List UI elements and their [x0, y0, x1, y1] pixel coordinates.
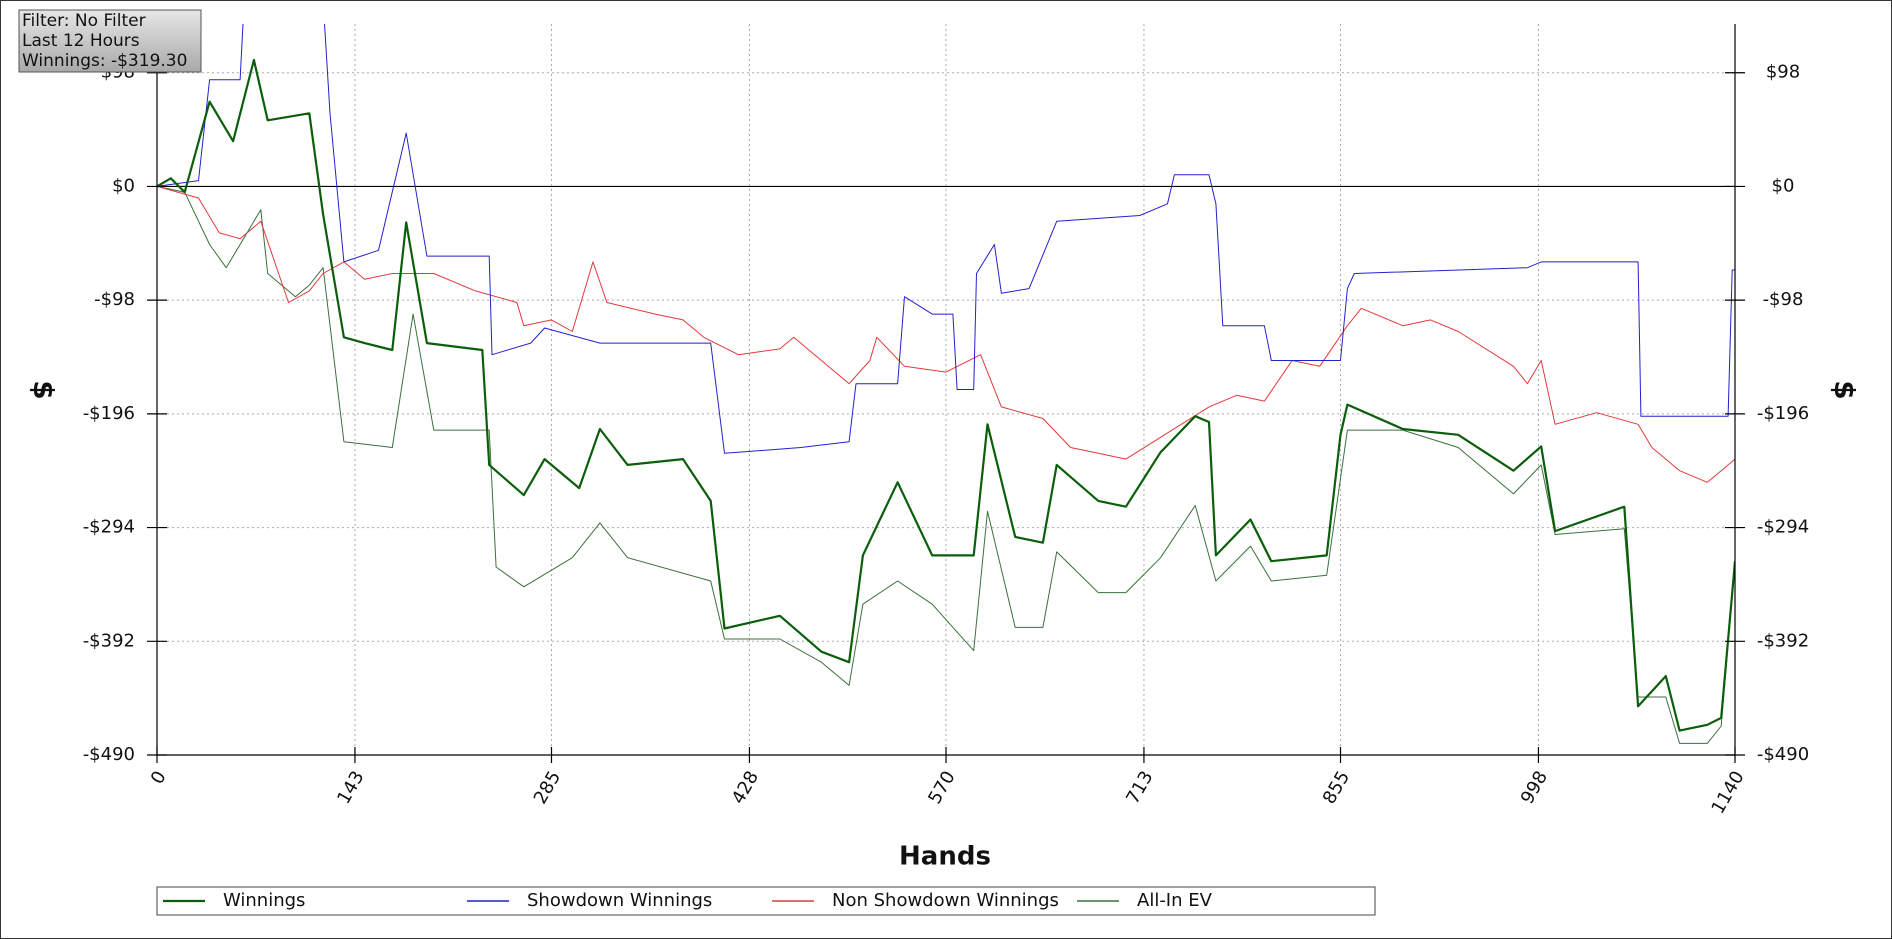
series-line	[157, 185, 1735, 483]
info-text: Last 12 Hours	[22, 31, 140, 51]
legend-label: Non Showdown Winnings	[832, 890, 1059, 911]
legend-label: All-In EV	[1137, 890, 1213, 911]
legend-label: Winnings	[223, 890, 305, 911]
x-tick-label: 570	[924, 768, 959, 808]
grid	[157, 24, 1735, 756]
x-axis-label: Hands	[899, 842, 991, 872]
y2-tick-label: -$294	[1757, 517, 1809, 538]
x-tick-label: 713	[1122, 768, 1157, 808]
y-tick-label: -$294	[83, 517, 135, 538]
y2-tick-label: $0	[1772, 175, 1795, 196]
legend-label: Showdown Winnings	[527, 890, 712, 911]
x-tick-label: 428	[728, 768, 763, 808]
x-tick-label: 285	[530, 768, 565, 808]
x-tick-label: 0	[147, 768, 171, 788]
info-text: Filter: No Filter	[22, 11, 146, 31]
y2-tick-label: $98	[1766, 62, 1800, 83]
y-tick-label: -$392	[83, 630, 135, 651]
y2-tick-label: -$98	[1763, 289, 1804, 310]
info-text: Winnings: -$319.30	[22, 51, 187, 71]
y-tick-label: $0	[112, 175, 135, 196]
x-tick-label: 143	[333, 768, 368, 808]
series-line	[157, 58, 1735, 732]
y-tick-label: -$490	[83, 744, 135, 765]
y-tick-label: -$196	[83, 403, 135, 424]
legend: Winnings Showdown Winnings Non Showdown Wi…	[163, 890, 1213, 911]
legend-box	[156, 886, 1376, 916]
y2-tick-label: -$196	[1757, 403, 1809, 424]
x-tick-label: 1140	[1708, 768, 1749, 818]
series-line	[157, 24, 1735, 454]
y2-tick-label: -$490	[1757, 744, 1809, 765]
y-axis-label: $	[27, 380, 60, 399]
x-tick-label: 998	[1517, 768, 1552, 808]
y2-tick-label: -$392	[1757, 630, 1809, 651]
info-box	[18, 9, 202, 73]
series-line	[157, 185, 1735, 744]
lines	[157, 24, 1735, 744]
y-tick-label: -$98	[94, 289, 135, 310]
x-tick-label: 855	[1319, 768, 1354, 808]
y2-axis-label: $	[1828, 380, 1861, 399]
